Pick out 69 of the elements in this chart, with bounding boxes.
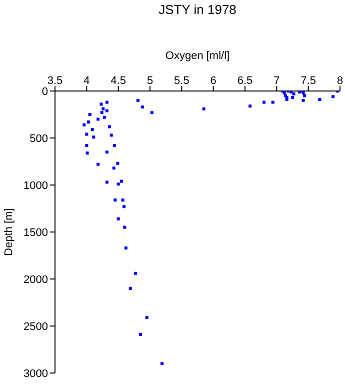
y-tick-label: 2000 xyxy=(24,274,48,286)
point xyxy=(100,102,103,106)
y-tick-label: 1500 xyxy=(24,226,48,239)
point xyxy=(87,120,90,124)
x-tick-label: 4 xyxy=(84,75,90,87)
chart-title: JSTY in 1978 xyxy=(158,2,238,17)
point xyxy=(332,95,335,98)
point xyxy=(139,332,142,336)
x-tick-label: 7.5 xyxy=(300,75,316,87)
point xyxy=(248,104,252,108)
x-tick-label: 6 xyxy=(210,75,216,87)
point xyxy=(112,166,116,170)
point xyxy=(134,272,137,275)
point xyxy=(108,125,111,128)
point xyxy=(128,286,132,290)
point xyxy=(271,100,274,104)
point xyxy=(136,98,140,102)
point xyxy=(100,111,104,114)
x-tick-label: 5 xyxy=(146,75,154,87)
point xyxy=(145,316,148,320)
point xyxy=(92,136,96,139)
x-tick-label: 8 xyxy=(336,75,344,87)
point xyxy=(86,152,89,155)
point xyxy=(96,118,100,121)
point xyxy=(114,198,117,202)
y-tick-label: 500 xyxy=(30,132,48,145)
point xyxy=(85,132,88,136)
point xyxy=(123,226,126,229)
point xyxy=(96,162,100,166)
point xyxy=(318,98,322,101)
x-axis-title: Oxygen [ml/l] xyxy=(164,50,231,62)
point xyxy=(88,113,92,116)
y-tick-label: 1000 xyxy=(24,180,48,192)
point xyxy=(102,116,106,119)
y-tick-label: 2500 xyxy=(24,320,48,333)
x-tick-label: 7 xyxy=(274,75,280,87)
x-tick-label: 3.5 xyxy=(47,75,63,87)
point xyxy=(122,205,126,208)
x-tick-label: 4.5 xyxy=(110,75,126,87)
y-tick-label: 3000 xyxy=(24,368,48,380)
point xyxy=(303,94,306,98)
point xyxy=(105,109,108,112)
point xyxy=(124,246,128,250)
point xyxy=(202,107,206,110)
point xyxy=(105,150,108,154)
point xyxy=(105,180,108,184)
point xyxy=(116,162,120,165)
point xyxy=(262,100,266,104)
y-tick-label: 0 xyxy=(42,86,48,98)
point xyxy=(116,217,120,220)
point xyxy=(82,123,86,126)
point xyxy=(90,128,94,132)
y-axis-title: Depth [m] xyxy=(2,208,15,256)
point xyxy=(102,107,105,110)
point xyxy=(292,92,296,96)
point xyxy=(110,134,113,137)
point xyxy=(105,100,108,104)
point xyxy=(116,182,120,186)
point xyxy=(160,362,164,366)
point xyxy=(120,180,123,183)
point xyxy=(121,198,124,202)
point xyxy=(302,98,305,102)
point xyxy=(140,105,144,108)
point xyxy=(291,96,294,100)
point xyxy=(85,144,88,148)
point xyxy=(113,144,116,148)
x-tick-label: 5.5 xyxy=(174,75,190,87)
point xyxy=(150,111,154,114)
x-tick-label: 6.5 xyxy=(237,75,253,87)
